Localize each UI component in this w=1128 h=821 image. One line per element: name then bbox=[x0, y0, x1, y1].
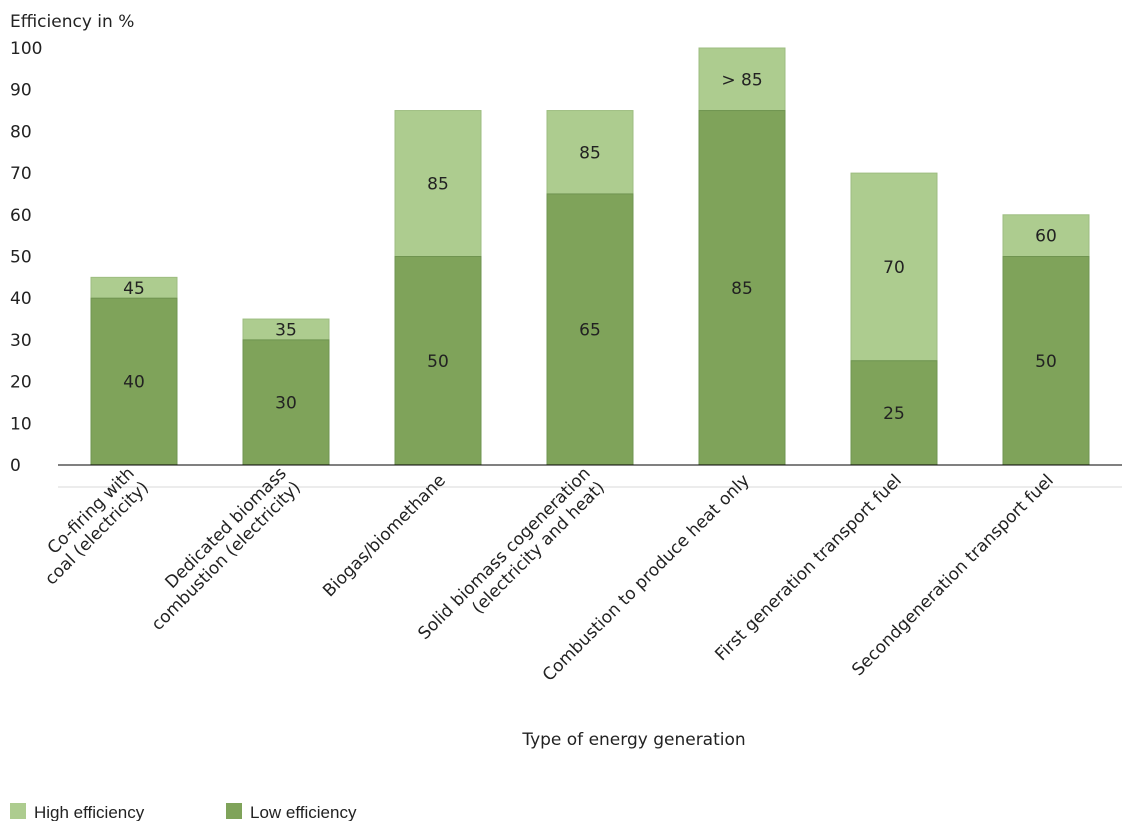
legend-label: Low efficiency bbox=[250, 803, 357, 821]
bar-low-efficiency bbox=[242, 339, 330, 466]
bar-label-high: 45 bbox=[123, 279, 145, 299]
bar-label-low: 65 bbox=[579, 320, 601, 340]
bar-label-high: 70 bbox=[883, 258, 905, 278]
y-tick-label: 100 bbox=[10, 39, 42, 59]
bar-low-efficiency bbox=[90, 297, 178, 466]
x-axis-category-labels: Co-firing withcoal (electricity) Dedicate… bbox=[27, 463, 1057, 685]
y-tick-label: 10 bbox=[10, 414, 32, 434]
legend-label: High efficiency bbox=[34, 803, 145, 821]
x-axis-title: Type of energy generation bbox=[521, 730, 745, 750]
y-tick-label: 80 bbox=[10, 122, 32, 142]
y-tick-label: 30 bbox=[10, 331, 32, 351]
bar-high-efficiency bbox=[394, 110, 482, 257]
bar-high-efficiency bbox=[546, 110, 634, 195]
y-tick-label: 70 bbox=[10, 164, 32, 184]
bar-label-low: 25 bbox=[883, 404, 905, 424]
legend-swatch bbox=[10, 803, 26, 819]
legend-swatch bbox=[226, 803, 242, 819]
y-tick-label: 90 bbox=[10, 81, 32, 101]
bars bbox=[90, 47, 1090, 466]
bar-label-low: 30 bbox=[275, 393, 297, 413]
bar-label-low: 50 bbox=[427, 352, 449, 372]
y-tick-label: 20 bbox=[10, 373, 32, 393]
bar-label-low: 85 bbox=[731, 279, 753, 299]
bar-label-high: 35 bbox=[275, 320, 297, 340]
bar-label-high: 85 bbox=[579, 143, 601, 163]
bar-label-high: 85 bbox=[427, 175, 449, 195]
y-tick-label: 0 bbox=[10, 456, 21, 476]
x-tick-label: Biogas/biomethane bbox=[319, 471, 450, 602]
x-tick-label: Solid biomass cogeneration(electricity a… bbox=[414, 464, 608, 658]
bar-label-high: > 85 bbox=[721, 70, 762, 90]
bar-low-efficiency bbox=[394, 256, 482, 466]
y-axis-title: Efficiency in % bbox=[10, 12, 134, 32]
bar-high-efficiency bbox=[698, 47, 786, 112]
bar-high-efficiency bbox=[1002, 214, 1090, 258]
y-tick-label: 50 bbox=[10, 248, 32, 268]
bar-label-low: 50 bbox=[1035, 352, 1057, 372]
x-tick-label: First generation transport fuel bbox=[711, 471, 905, 665]
bar-value-labels: 40 45 30 35 50 85 65 85 85 > 85 25 70 50 60 bbox=[123, 70, 1057, 424]
bar-label-high: 60 bbox=[1035, 227, 1057, 247]
y-tick-label: 40 bbox=[10, 289, 32, 309]
bar-low-efficiency bbox=[546, 193, 634, 466]
y-axis-ticks: 0 10 20 30 40 50 60 70 80 90 100 bbox=[10, 39, 42, 476]
bar-low-efficiency bbox=[698, 110, 786, 466]
legend: High efficiency Low efficiency bbox=[10, 803, 357, 821]
bar-low-efficiency bbox=[1002, 256, 1090, 466]
y-tick-label: 60 bbox=[10, 206, 32, 226]
bar-low-efficiency bbox=[850, 360, 938, 466]
x-tick-label: Dedicated biomasscombustion (electricity… bbox=[134, 463, 305, 634]
x-tick-label: Co-firing withcoal (electricity) bbox=[27, 464, 153, 590]
bar-label-low: 40 bbox=[123, 373, 145, 393]
